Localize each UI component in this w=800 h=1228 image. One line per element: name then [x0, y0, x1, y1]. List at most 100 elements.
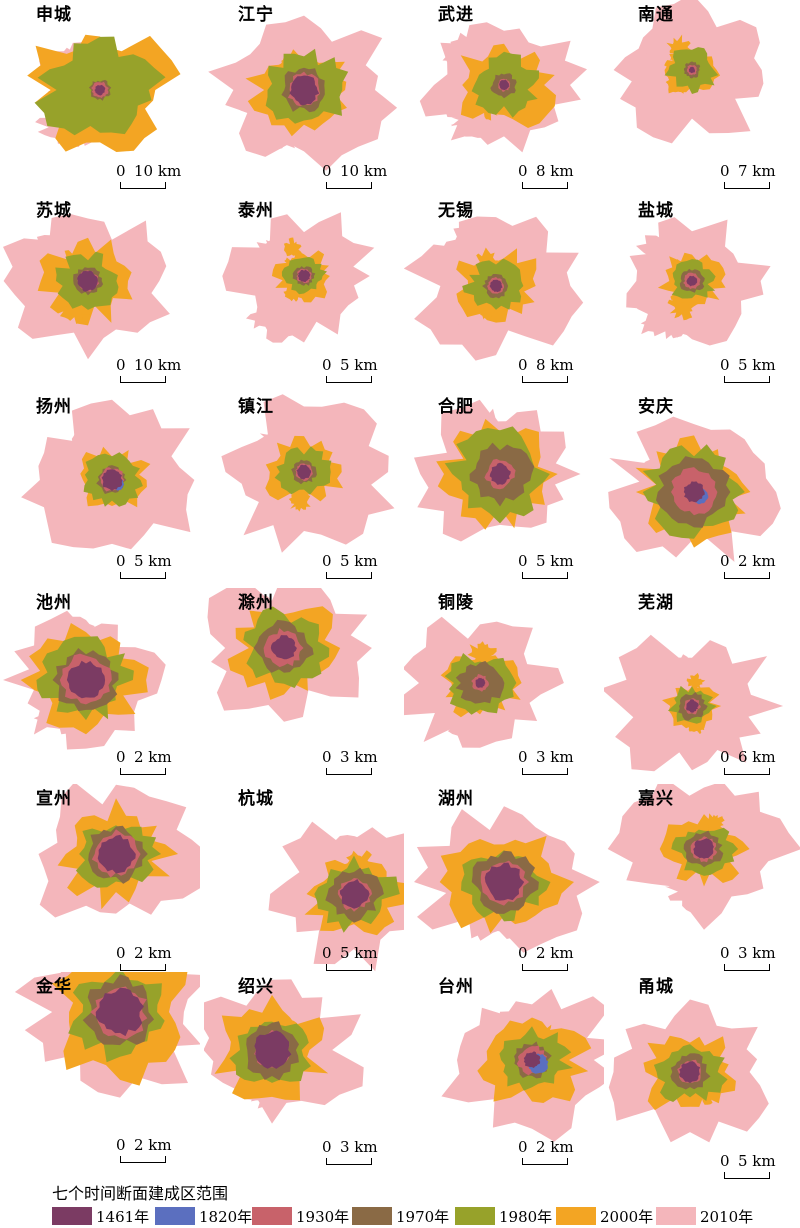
scale-bar-zero: 0 — [720, 944, 730, 962]
city-name: 池州 — [36, 593, 72, 613]
legend-swatch — [352, 1207, 392, 1225]
area-1461 — [289, 75, 320, 106]
city-name: 申城 — [36, 5, 72, 25]
city-panel: 湖州 — [404, 784, 604, 980]
scale-bar-zero: 0 — [116, 1136, 126, 1154]
scale-bar-zero: 0 — [518, 356, 528, 374]
city-map — [414, 806, 600, 953]
area-2010-fragment — [641, 98, 691, 128]
scale-bar: 0 5 km — [720, 356, 790, 386]
legend-label: 1820年 — [199, 1208, 253, 1226]
scale-bar: 0 7 km — [720, 162, 790, 192]
city-panel: 武进 — [404, 0, 604, 196]
city-panel: 申城 — [0, 0, 200, 196]
city-name: 甬城 — [638, 977, 674, 997]
city-name: 滁州 — [238, 593, 274, 613]
city-panel: 嘉兴 — [604, 784, 800, 980]
area-2010-fragment — [71, 423, 120, 455]
city-name: 湖州 — [438, 789, 474, 809]
city-map-grid: 申城 0 10 km 江宁 0 10 km 武进 0 8 km 南通 0 7 km 苏城 0 10 km 泰州… — [0, 0, 800, 1182]
scale-bar-line — [724, 182, 770, 189]
scale-bar: 0 10 km — [116, 162, 186, 192]
area-2000-fragment — [686, 673, 706, 692]
area-1461 — [270, 635, 297, 660]
scale-bar-zero: 0 — [116, 162, 126, 180]
scale-bar-zero: 0 — [116, 748, 126, 766]
scale-bar-distance: 8 km — [536, 356, 574, 374]
scale-bar-distance: 2 km — [134, 944, 172, 962]
scale-bar-line — [724, 1172, 770, 1179]
scale-bar: 0 5 km — [720, 1152, 790, 1182]
scale-bar-line — [326, 376, 372, 383]
scale-bar-zero: 0 — [322, 552, 332, 570]
scale-bar-zero: 0 — [720, 1152, 730, 1170]
city-map — [441, 989, 604, 1142]
city-panel: 宣州 — [0, 784, 200, 980]
scale-bar: 0 2 km — [720, 552, 790, 582]
city-map — [221, 394, 395, 553]
scale-bar: 0 3 km — [322, 1138, 392, 1168]
scale-bar-line — [326, 964, 372, 971]
city-map — [604, 634, 784, 772]
area-1461 — [94, 84, 106, 96]
scale-bar-zero: 0 — [116, 944, 126, 962]
scale-bar-line — [120, 1156, 166, 1163]
city-panel: 绍兴 — [204, 972, 404, 1168]
city-map — [404, 216, 584, 361]
legend-swatch — [656, 1207, 696, 1225]
city-map — [608, 999, 769, 1143]
city-name: 镇江 — [238, 397, 274, 417]
scale-bar: 0 2 km — [116, 1136, 186, 1166]
scale-bar-distance: 10 km — [340, 162, 388, 180]
city-map — [27, 34, 181, 152]
city-name: 江宁 — [238, 5, 274, 25]
city-panel: 安庆 — [604, 392, 800, 588]
legend-label: 2010年 — [700, 1208, 754, 1226]
city-map — [608, 416, 781, 562]
city-name: 安庆 — [638, 397, 674, 417]
scale-bar-line — [326, 572, 372, 579]
scale-bar: 0 3 km — [322, 748, 392, 778]
area-2000-fragment — [702, 813, 725, 834]
area-1461 — [686, 699, 699, 713]
scale-bar-distance: 5 km — [340, 552, 378, 570]
city-map — [222, 212, 375, 343]
city-name: 台州 — [438, 977, 474, 997]
scale-bar-distance: 10 km — [134, 162, 182, 180]
city-panel: 镇江 — [204, 392, 404, 588]
city-panel: 扬州 — [0, 392, 200, 588]
city-map — [414, 399, 581, 542]
scale-bar-line — [724, 376, 770, 383]
scale-bar-distance: 3 km — [536, 748, 574, 766]
city-map — [208, 15, 398, 171]
scale-bar-distance: 5 km — [536, 552, 574, 570]
scale-bar-zero: 0 — [322, 356, 332, 374]
city-panel: 无锡 — [404, 196, 604, 392]
area-1461 — [686, 275, 698, 287]
scale-bar-zero: 0 — [322, 748, 332, 766]
city-panel: 滁州 — [204, 588, 404, 784]
city-map — [3, 610, 166, 750]
scale-bar-line — [522, 376, 568, 383]
city-name: 铜陵 — [438, 593, 474, 613]
city-name: 绍兴 — [238, 977, 274, 997]
scale-bar-zero: 0 — [322, 944, 332, 962]
area-1461 — [688, 66, 695, 74]
city-name: 嘉兴 — [638, 789, 674, 809]
scale-bar-line — [522, 572, 568, 579]
area-1461 — [66, 660, 106, 699]
scale-bar: 0 5 km — [322, 356, 392, 386]
scale-bar-line — [120, 964, 166, 971]
city-map — [626, 217, 771, 346]
scale-bar-line — [724, 964, 770, 971]
scale-bar: 0 5 km — [518, 552, 588, 582]
scale-bar-distance: 3 km — [340, 748, 378, 766]
scale-bar: 0 6 km — [720, 748, 790, 778]
scale-bar-line — [724, 768, 770, 775]
area-2000-fragment — [288, 490, 311, 512]
city-name: 杭城 — [238, 789, 274, 809]
scale-bar-line — [120, 768, 166, 775]
scale-bar-zero: 0 — [322, 1138, 332, 1156]
city-name: 南通 — [638, 5, 674, 25]
area-2010-fragment — [327, 923, 371, 951]
